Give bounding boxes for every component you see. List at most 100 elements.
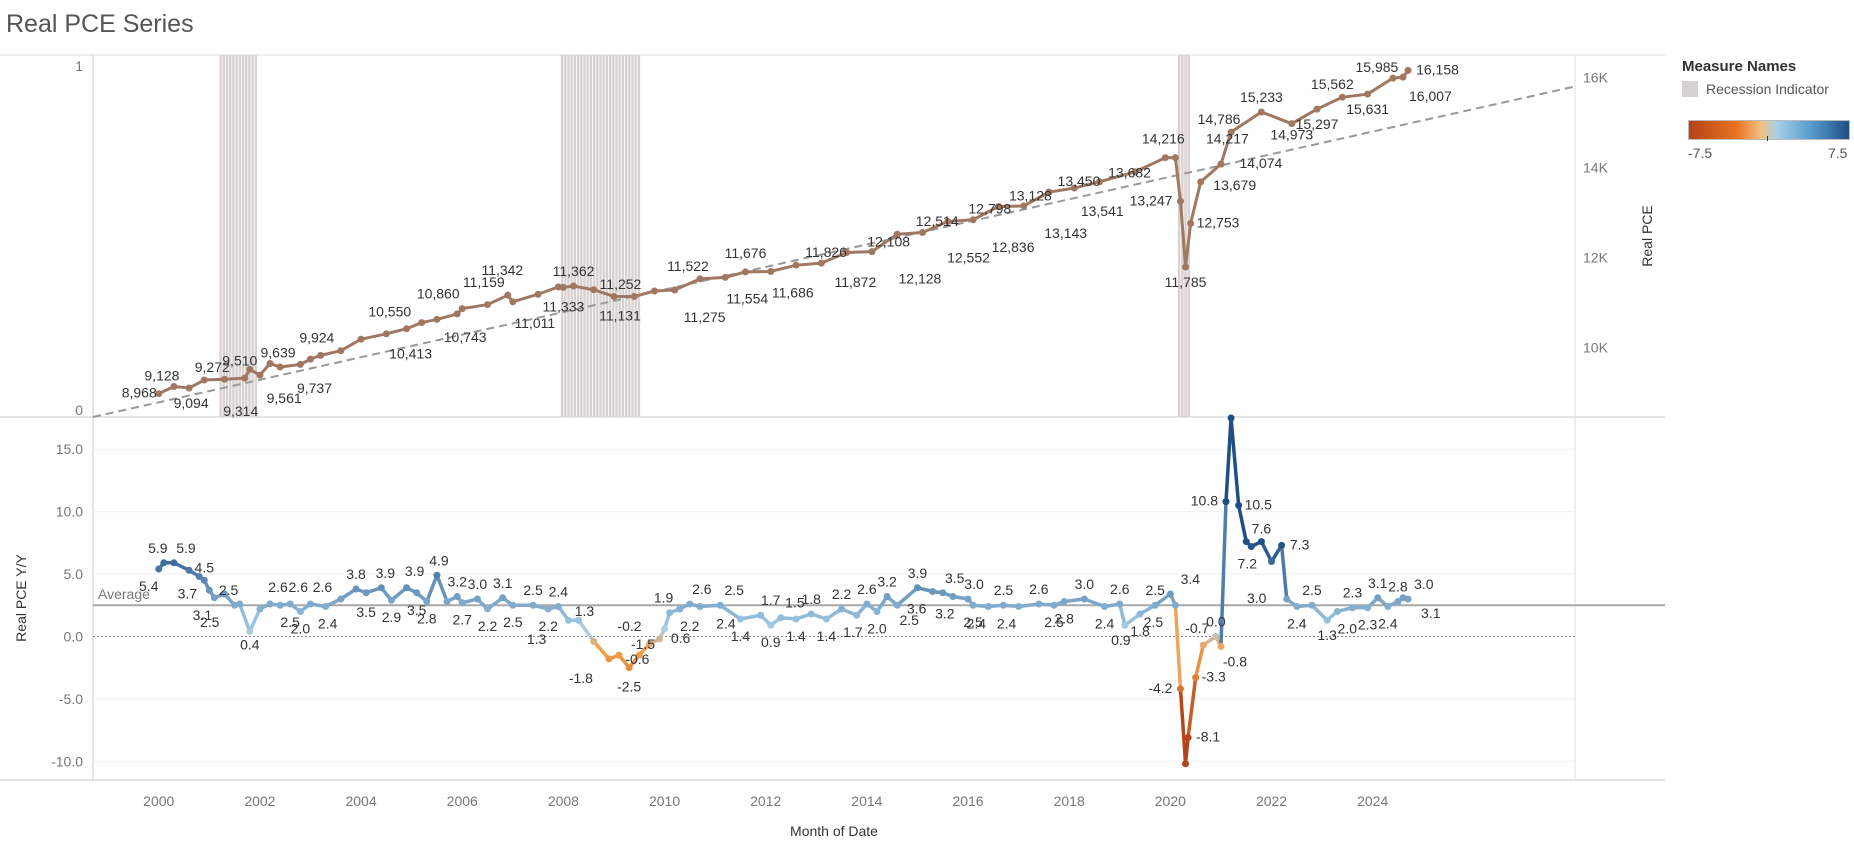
real-pce-yy-data-label: 3.5 [945,570,965,586]
recession-band-stripe [238,55,242,417]
real-pce-data-label: 12,108 [867,234,910,250]
real-pce-yy-data-label: 0.6 [671,630,691,646]
real-pce-yy-data-label: 2.4 [1095,615,1115,631]
left-axis-tick: 0 [75,402,83,418]
real-pce-yy-data-label: 4.9 [429,552,449,568]
real-pce-point [458,305,466,313]
real-pce-yy-segment [1229,418,1241,508]
real-pce-point [1257,108,1265,116]
real-pce-yy-data-label: 2.5 [1144,614,1164,630]
real-pce-yy-point [807,610,815,618]
real-pce-yy-point [484,605,492,613]
real-pce-point [1070,184,1078,192]
real-pce-yy-data-label: 1.3 [575,603,595,619]
recession-band-stripe [608,55,612,417]
real-pce-point [1171,154,1179,162]
real-pce-data-label: 11,011 [514,315,555,331]
real-pce-yy-data-label: 3.7 [178,585,198,601]
real-pce-yy-point [1050,601,1058,609]
color-scale-midpoint [1767,136,1768,141]
real-pce-data-label: 13,247 [1130,192,1173,208]
real-pce-yy-point [499,594,507,602]
real-pce-yy-point [1182,760,1190,768]
real-pce-yy-data-label: 3.0 [1414,576,1434,592]
real-pce-yy-segment [237,602,252,634]
real-pce-yy-data-label: -1.8 [569,670,593,686]
real-pce-yy-segment [1082,597,1107,609]
real-pce-yy-segment [895,586,920,607]
real-pce-yy-point [529,601,537,609]
real-pce-point [200,376,208,384]
real-pce-yy-data-label: 2.2 [680,618,700,634]
real-pce-yy-point [1136,610,1144,618]
real-pce-data-label: 9,639 [261,345,296,361]
real-pce-yy-data-label: 2.6 [268,579,288,595]
real-pce-point [843,249,851,257]
recession-band-stripe [634,55,637,417]
real-pce-yy-data-label: 1.3 [527,631,547,647]
real-pce-yy-data-label: 2.0 [867,620,887,636]
real-pce-yy-point [160,559,168,567]
real-pce-point [306,355,314,363]
real-pce-yy-point [666,609,674,617]
real-pce-yy-point [1222,498,1230,506]
real-pce-data-label: 14,973 [1270,127,1313,143]
x-axis-tick: 2012 [750,793,781,809]
real-pce-yy-point [661,625,669,633]
real-pce-data-label: 9,094 [174,395,209,411]
real-pce-point [817,259,825,267]
real-pce-yy-data-label: 5.9 [176,540,196,556]
real-pce-yy-data-label: 2.0 [291,620,311,636]
real-pce-yy-data-label: 2.8 [417,610,437,626]
real-pce-data-label: 8,968 [122,385,157,401]
real-pce-yy-point [473,595,481,603]
recession-band-stripe [592,55,596,417]
real-pce-yy-data-label: 2.5 [503,614,523,630]
y-axis-tick: 15.0 [56,441,83,457]
real-pce-yy-data-label: 2.6 [1029,581,1049,597]
real-pce-yy-data-label: 2.5 [1044,614,1064,630]
real-pce-data-label: 9,561 [267,390,302,406]
real-pce-yy-data-label: 3.9 [376,565,396,581]
recession-band-stripe [631,55,634,417]
real-pce-yy-data-label: 7.3 [1290,536,1310,552]
real-pce-yy-point [1374,594,1382,602]
recession-band-stripe [599,55,602,417]
real-pce-data-label: 10,860 [417,286,460,302]
real-pce-data-label: 13,679 [1213,177,1256,193]
real-pce-yy-point [1235,501,1243,509]
real-pce-yy-point [1176,685,1184,693]
real-pce-point [1313,105,1321,113]
legend-title: Measure Names [1682,58,1797,75]
real-pce-point [241,374,249,382]
real-pce-yy-data-label: 2.6 [857,581,877,597]
real-pce-yy-point [1247,543,1255,551]
real-pce-yy-point [200,576,208,584]
real-pce-yy-segment [591,639,611,661]
y-axis-tick: -10.0 [51,753,83,769]
real-pce-data-label: 11,252 [600,276,642,292]
real-pce-yy-point [1151,601,1159,609]
real-pce-point [1187,219,1195,227]
real-pce-yy-point [564,616,572,624]
legend-item-recession[interactable]: Recession Indicator [1682,81,1852,97]
recession-band-stripe [564,55,567,417]
real-pce-yy-data-label: 0.0 [1206,613,1226,629]
real-pce-yy-data-label: 5.4 [139,578,159,594]
real-pce-yy-data-label: 3.1 [1421,605,1441,621]
real-pce-point [382,330,390,338]
real-pce-yy-point [863,600,871,608]
real-pce-yy-data-label: -0.8 [1223,653,1247,669]
real-pce-yy-data-label: 3.9 [908,565,928,581]
real-pce-yy-data-label: 2.5 [1145,582,1165,598]
real-pce-yy-point [1242,538,1250,546]
real-pce-data-label: 11,275 [684,309,726,325]
real-pce-point [671,286,679,294]
x-axis-tick: 2004 [345,793,376,809]
real-pce-point [337,347,345,355]
real-pce-yy-segment [1236,503,1248,544]
real-pce-yy-point [1227,414,1235,422]
real-pce-data-label: 16,007 [1409,88,1452,104]
real-pce-yy-point [413,589,421,597]
